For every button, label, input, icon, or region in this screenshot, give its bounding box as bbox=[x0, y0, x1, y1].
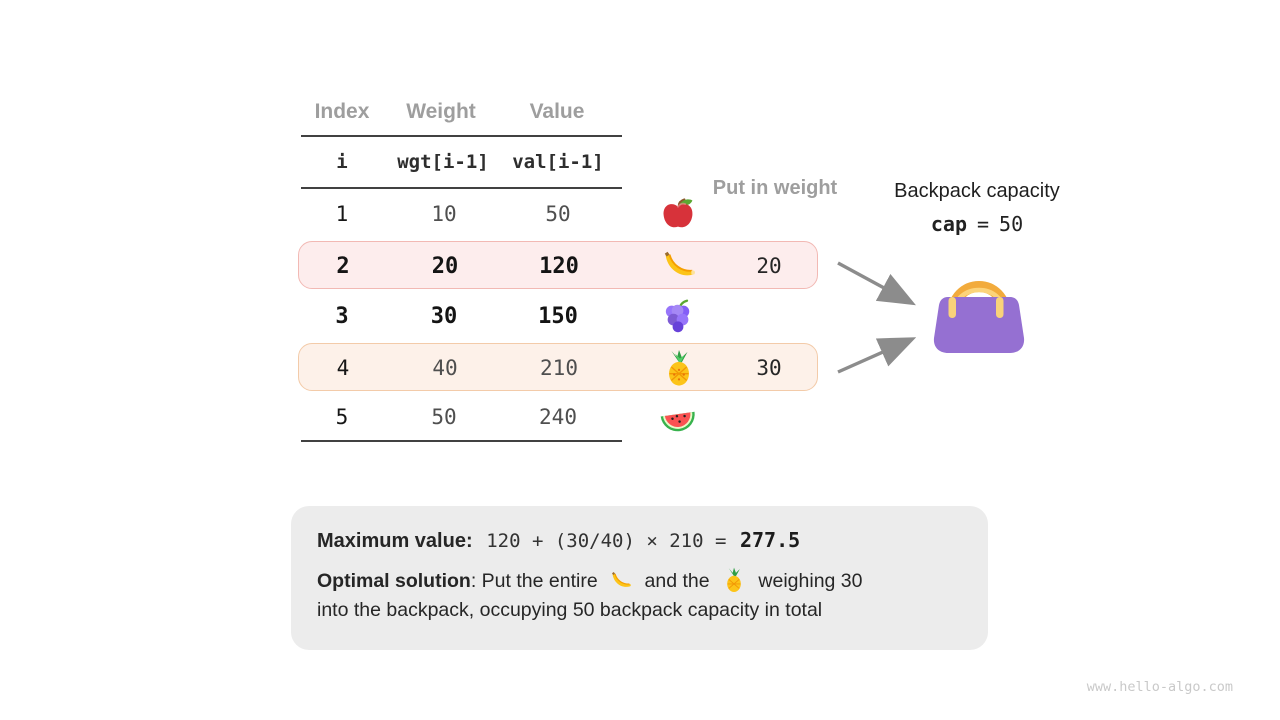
arrows-to-backpack bbox=[837, 261, 917, 374]
row5-weight: 50 bbox=[431, 405, 457, 429]
table-row-1: 1 10 50 bbox=[298, 190, 818, 238]
equals-sign: = bbox=[976, 212, 990, 236]
row2-weight: 20 bbox=[431, 253, 459, 279]
optimal-text-3: weighing 30 bbox=[758, 570, 863, 592]
row2-put-in: 20 bbox=[756, 254, 782, 278]
arrow-row4-to-bag bbox=[837, 337, 917, 374]
row4-put-in: 30 bbox=[756, 356, 782, 380]
cap-value: 50 bbox=[999, 212, 1024, 236]
table-rule-top bbox=[301, 135, 622, 137]
table-header-value: Value bbox=[529, 100, 585, 123]
row5-value: 240 bbox=[539, 405, 577, 429]
table-row-3: 3 30 150 bbox=[298, 292, 818, 340]
site-watermark: www.hello-algo.com bbox=[1086, 679, 1233, 695]
row2-value: 120 bbox=[539, 253, 579, 279]
table-subheader-wgt: wgt[i-1] bbox=[397, 151, 489, 173]
table-header-index: Index bbox=[314, 100, 370, 123]
maximum-value-result: 277.5 bbox=[739, 528, 801, 552]
table-header-weight: Weight bbox=[406, 100, 476, 123]
row1-weight: 10 bbox=[431, 202, 457, 226]
table-row-5: 5 50 240 bbox=[298, 393, 818, 441]
maximum-value-line: Maximum value: 120 + (30/40) × 210 = 277… bbox=[317, 528, 962, 553]
table-row-2-highlighted: 2 20 120 20 bbox=[298, 241, 818, 289]
row1-put-in bbox=[718, 190, 818, 238]
optimal-solution-line: Optimal solution: Put the entire and the… bbox=[317, 567, 962, 625]
solution-info-box: Maximum value: 120 + (30/40) × 210 = 277… bbox=[291, 506, 988, 650]
table-subheader-i: i bbox=[336, 151, 348, 173]
optimal-text-4: into the backpack, occupying 50 backpack… bbox=[317, 599, 823, 621]
row5-index: 5 bbox=[335, 405, 349, 429]
maximum-value-label: Maximum value bbox=[317, 530, 466, 552]
optimal-solution-label: Optimal solution bbox=[317, 570, 471, 592]
watermelon-icon bbox=[638, 393, 718, 441]
row3-weight: 30 bbox=[430, 303, 458, 329]
table-subheader-val: val[i-1] bbox=[512, 151, 604, 173]
cap-variable: cap bbox=[930, 212, 967, 236]
grapes-icon bbox=[638, 292, 718, 340]
row3-index: 3 bbox=[335, 303, 349, 329]
table-rule-middle bbox=[301, 187, 622, 189]
row3-put-in bbox=[718, 292, 818, 340]
banana-icon bbox=[639, 242, 719, 290]
row3-value: 150 bbox=[538, 303, 578, 329]
backpack-capacity-title: Backpack capacity bbox=[894, 180, 1060, 202]
row4-weight: 40 bbox=[432, 356, 458, 380]
optimal-text-1: : Put the entire bbox=[470, 570, 598, 592]
row5-put-in bbox=[718, 393, 818, 441]
pineapple-icon bbox=[639, 344, 719, 392]
optimal-text-2: and the bbox=[644, 570, 710, 592]
table-row-4-highlighted: 4 40 210 30 bbox=[298, 343, 818, 391]
maximum-value-expression: 120 + (30/40) × 210 = bbox=[486, 530, 727, 552]
row2-index: 2 bbox=[336, 253, 350, 279]
pineapple-inline-icon bbox=[721, 567, 747, 593]
row1-value: 50 bbox=[545, 202, 571, 226]
table-rule-bottom bbox=[301, 440, 622, 442]
row4-index: 4 bbox=[336, 356, 350, 380]
row1-index: 1 bbox=[335, 202, 349, 226]
banana-inline-icon bbox=[609, 569, 633, 593]
arrow-row2-to-bag bbox=[837, 261, 916, 306]
row4-value: 210 bbox=[540, 356, 578, 380]
backpack-capacity-formula: cap = 50 bbox=[867, 212, 1087, 236]
apple-icon bbox=[638, 190, 718, 238]
maximum-value-colon: : bbox=[465, 530, 473, 552]
handbag-icon bbox=[933, 281, 1025, 353]
put-in-weight-header: Put in weight bbox=[712, 177, 838, 199]
